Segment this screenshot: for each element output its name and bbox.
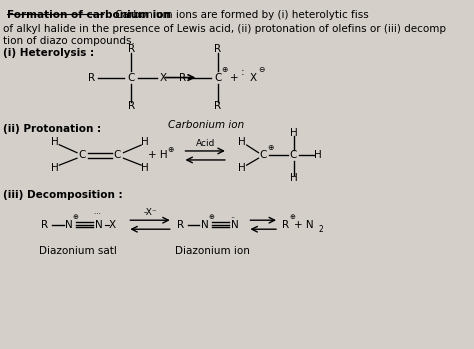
Text: Diazonium ion: Diazonium ion [174, 246, 249, 256]
Text: ⊕: ⊕ [267, 143, 273, 153]
Text: C: C [114, 150, 121, 161]
Text: H: H [141, 137, 149, 147]
Text: tion of diazo compounds.: tion of diazo compounds. [3, 36, 135, 46]
Text: H: H [51, 163, 58, 172]
Text: R: R [282, 220, 289, 230]
Text: ⊕: ⊕ [208, 214, 214, 220]
Text: + H: + H [148, 150, 168, 161]
Text: +: + [230, 73, 239, 83]
Text: Formation of carbonium ion: Formation of carbonium ion [7, 10, 171, 20]
Text: ⊕: ⊕ [73, 214, 78, 220]
Text: R: R [41, 220, 48, 230]
Text: N: N [201, 220, 209, 230]
Text: R: R [179, 73, 186, 83]
Text: R: R [214, 44, 221, 54]
Text: ..: .. [230, 210, 235, 220]
Text: Diazonium satl: Diazonium satl [39, 246, 117, 256]
Text: R: R [177, 220, 184, 230]
Text: C: C [260, 150, 267, 161]
Text: C: C [78, 150, 86, 161]
Text: N: N [65, 220, 73, 230]
Text: H: H [237, 137, 246, 147]
Text: X: X [250, 73, 257, 83]
Text: N: N [231, 220, 238, 230]
Text: : Carbonium ions are formed by (i) heterolytic fiss: : Carbonium ions are formed by (i) heter… [105, 10, 368, 20]
Text: C: C [128, 73, 135, 83]
Text: R: R [128, 44, 135, 54]
Text: X: X [109, 220, 116, 230]
Text: H: H [314, 150, 322, 161]
Text: X: X [159, 73, 166, 83]
Text: ⊖: ⊖ [258, 66, 264, 74]
Text: of alkyl halide in the presence of Lewis acid, (ii) protonation of olefins or (i: of alkyl halide in the presence of Lewis… [3, 24, 447, 34]
Text: R: R [214, 101, 221, 111]
Text: H: H [290, 173, 297, 183]
Text: H: H [51, 137, 58, 147]
Text: ⊕: ⊕ [221, 66, 228, 74]
Text: C: C [290, 150, 297, 161]
Text: H: H [237, 163, 246, 172]
Text: :: : [240, 67, 244, 77]
Text: -X⁻: -X⁻ [144, 208, 157, 217]
Text: N: N [95, 220, 102, 230]
Text: R: R [128, 101, 135, 111]
Text: (ii) Protonation :: (ii) Protonation : [3, 124, 101, 134]
Text: (iii) Decomposition :: (iii) Decomposition : [3, 190, 123, 200]
Text: + N: + N [294, 220, 314, 230]
Text: H: H [290, 128, 297, 138]
Text: C: C [214, 73, 222, 83]
Text: Acid: Acid [196, 139, 215, 148]
Text: ⊕: ⊕ [290, 214, 296, 220]
Text: H: H [141, 163, 149, 172]
Text: R: R [88, 73, 95, 83]
Text: ⊕: ⊕ [167, 145, 174, 154]
Text: 2: 2 [319, 225, 323, 234]
Text: ⋯: ⋯ [93, 211, 100, 217]
Text: Carbonium ion: Carbonium ion [168, 120, 244, 130]
Text: (i) Heterolysis :: (i) Heterolysis : [3, 48, 94, 58]
